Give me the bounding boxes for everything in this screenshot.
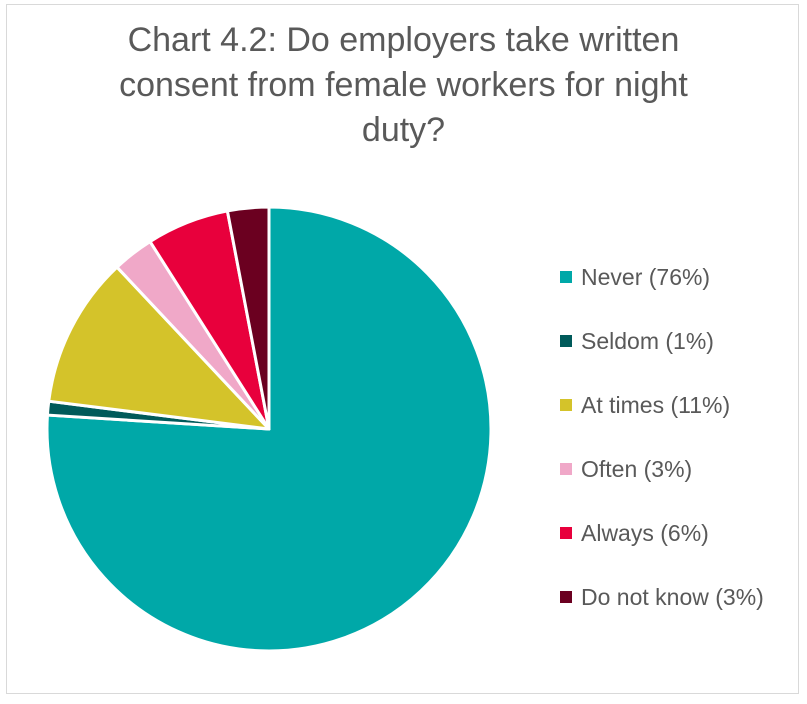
chart-title-line-3: duty? (361, 111, 446, 149)
legend-label-always: Always (6%) (581, 519, 709, 546)
legend-swatch-always (560, 527, 572, 539)
legend: Never (76%) Seldom (1%) At times (11%) O… (560, 245, 764, 629)
chart-title: Chart 4.2: Do employers take written con… (7, 18, 800, 153)
legend-label-never: Never (76%) (581, 263, 711, 290)
legend-label-often: Often (3%) (581, 455, 693, 482)
legend-item-do-not-know: Do not know (3%) (560, 565, 764, 629)
pie-slice-do-not-know (225, 205, 271, 431)
pie-chart (45, 205, 493, 653)
legend-item-never: Never (76%) (560, 245, 764, 309)
legend-label-do-not-know: Do not know (3%) (581, 583, 764, 610)
legend-swatch-never (560, 271, 572, 283)
chart-area: Chart 4.2: Do employers take written con… (6, 4, 799, 694)
pie-slice-never (45, 205, 493, 653)
legend-swatch-at-times (560, 399, 572, 411)
legend-item-always: Always (6%) (560, 501, 764, 565)
legend-item-often: Often (3%) (560, 437, 764, 501)
legend-swatch-often (560, 463, 572, 475)
legend-item-seldom: Seldom (1%) (560, 309, 764, 373)
pie-slice-at-times (47, 265, 271, 431)
legend-item-at-times: At times (11%) (560, 373, 764, 437)
chart-title-line-2: consent from female workers for night (119, 66, 688, 104)
legend-label-at-times: At times (11%) (581, 391, 731, 418)
chart-title-line-1: Chart 4.2: Do employers take written (127, 21, 680, 59)
legend-label-seldom: Seldom (1%) (581, 327, 714, 354)
legend-swatch-seldom (560, 335, 572, 347)
legend-swatch-do-not-know (560, 591, 572, 603)
